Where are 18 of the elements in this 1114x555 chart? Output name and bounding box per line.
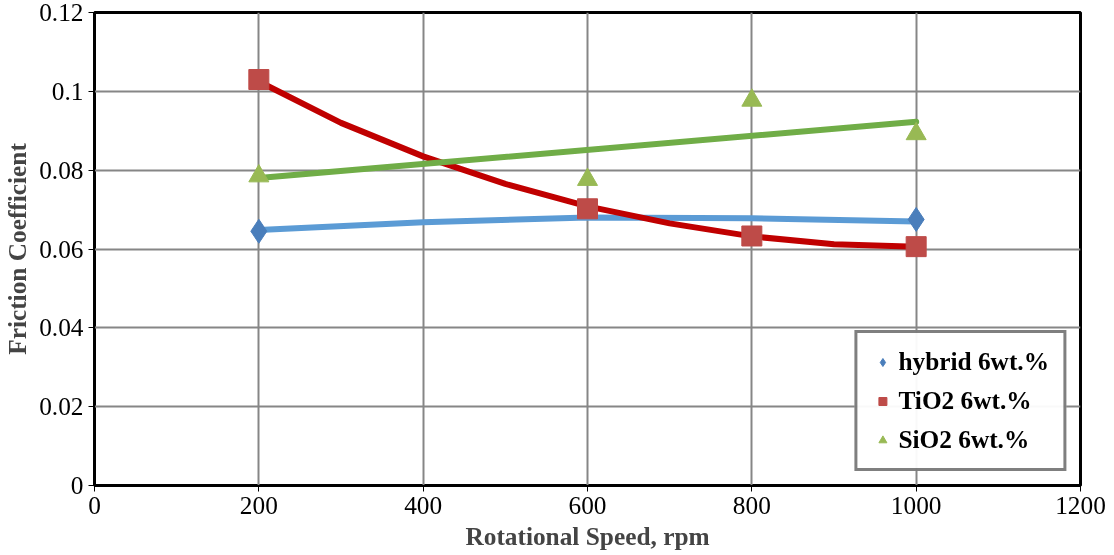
legend-label: SiO2 6wt.% <box>898 425 1030 454</box>
y-tick-label: 0.08 <box>39 155 84 184</box>
x-tick-label: 200 <box>239 490 278 519</box>
y-tick-label: 0 <box>70 471 84 499</box>
x-tick-label: 1000 <box>890 490 942 519</box>
x-tick-label: 600 <box>568 490 607 519</box>
x-tick-label: 800 <box>732 490 771 519</box>
x-axis-title: Rotational Speed, rpm <box>465 521 710 550</box>
y-tick-label: 0.04 <box>39 313 84 342</box>
y-tick-label: 0.02 <box>39 392 84 421</box>
y-axis-title: Friction Coefficient <box>3 142 32 355</box>
x-tick-label: 400 <box>404 490 443 519</box>
y-tick-label: 0.12 <box>39 0 84 26</box>
legend-label: hybrid 6wt.% <box>898 347 1049 376</box>
legend-label: TiO2 6wt.% <box>898 386 1032 415</box>
y-tick-label: 0.06 <box>39 234 84 263</box>
y-tick-label: 0.1 <box>51 76 84 105</box>
x-tick-label: 1200 <box>1055 490 1106 519</box>
